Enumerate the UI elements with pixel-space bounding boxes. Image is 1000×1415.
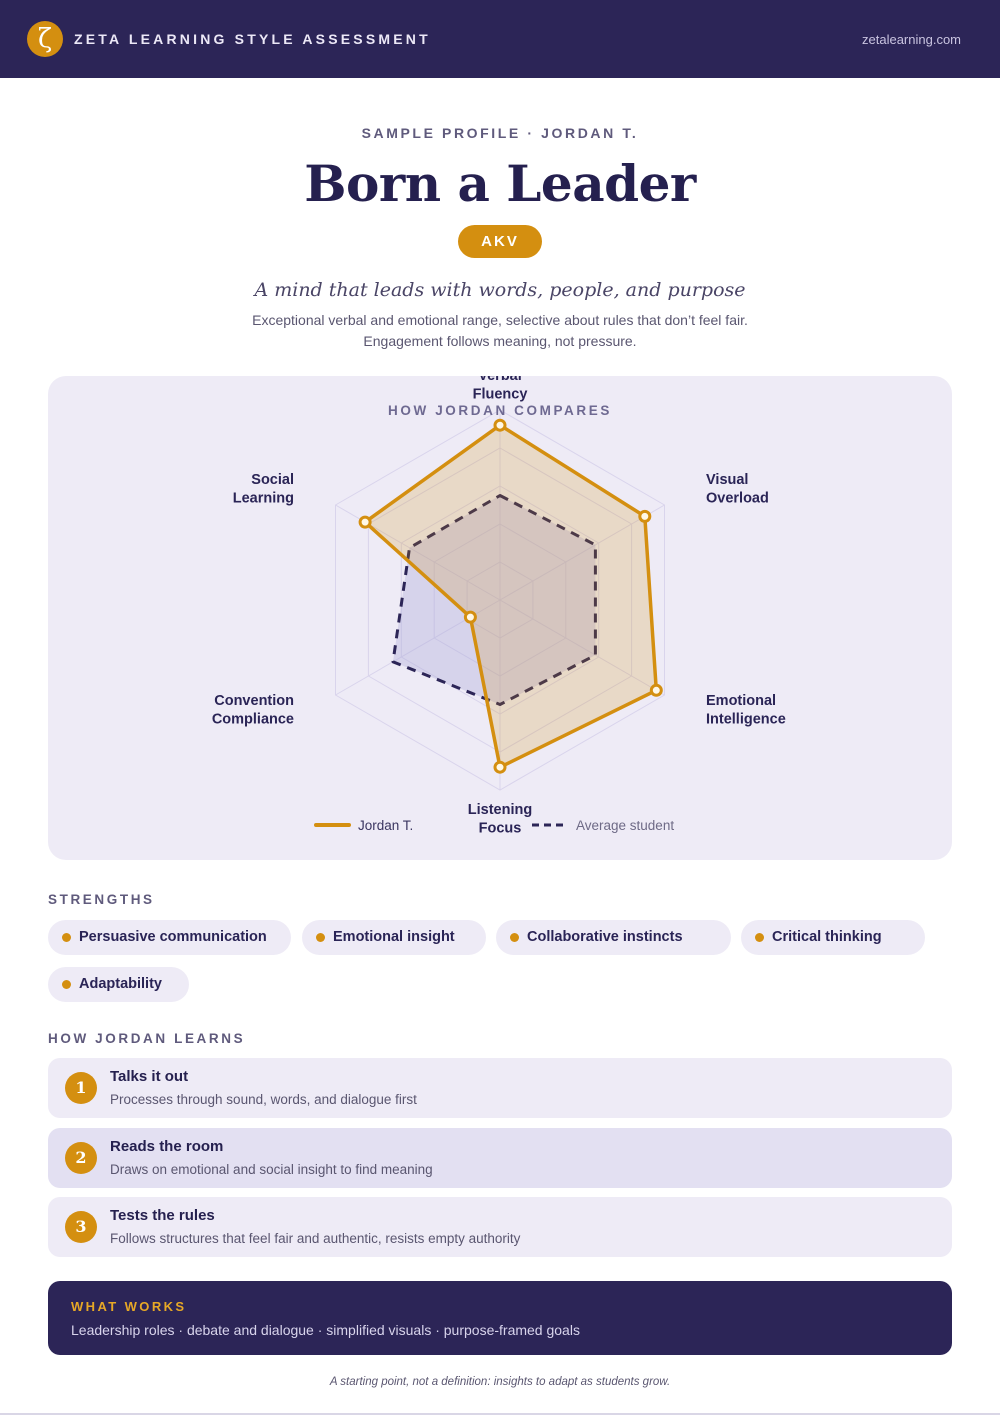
- radar-data-point: [493, 418, 507, 432]
- strength-label: Persuasive communication: [79, 929, 267, 945]
- bullet-dot-icon: [755, 933, 764, 942]
- radar-data-point: [358, 515, 372, 529]
- profile-eyebrow: SAMPLE PROFILE · JORDAN T.: [361, 125, 639, 141]
- radar-series-line: [391, 494, 597, 706]
- learning-item: 1 Talks it out Processes through sound, …: [48, 1058, 952, 1118]
- step-number-badge: 2: [65, 1142, 97, 1174]
- chart-title: HOW JORDAN COMPARES: [388, 403, 612, 418]
- radar-axis-label: Verbal Fluency: [473, 376, 528, 403]
- strength-label: Collaborative instincts: [527, 929, 683, 945]
- step-number-badge: 3: [65, 1211, 97, 1243]
- strengths-heading: STRENGTHS: [48, 892, 155, 907]
- radar-data-point: [638, 509, 652, 523]
- profile-code-badge: AKV: [458, 225, 542, 258]
- radar-axis-label: Social Learning: [233, 472, 294, 507]
- radar-axis-label: Emotional Intelligence: [706, 693, 786, 728]
- radar-axis-label: Listening Focus: [468, 802, 532, 837]
- profile-tagline: A mind that leads with words, people, an…: [254, 279, 746, 301]
- what-works-panel: WHAT WORKS Leadership roles · debate and…: [48, 1281, 952, 1355]
- strength-chip: Collaborative instincts: [496, 920, 731, 955]
- strength-chip: Critical thinking: [741, 920, 925, 955]
- footer-note: A starting point, not a definition: insi…: [329, 1376, 671, 1388]
- bullet-dot-icon: [62, 980, 71, 989]
- radar-spoke: [499, 599, 665, 696]
- learning-item-title: Reads the room: [110, 1138, 224, 1155]
- top-header: ζ ZETA LEARNING STYLE ASSESSMENT zetalea…: [0, 0, 1000, 78]
- profile-description-line2: Engagement follows meaning, not pressure…: [363, 333, 637, 349]
- strength-label: Adaptability: [79, 976, 162, 992]
- radar-data-point: [649, 683, 663, 697]
- zeta-logo-icon: ζ: [27, 21, 63, 57]
- learning-item-subtitle: Draws on emotional and social insight to…: [110, 1162, 433, 1177]
- learning-item-subtitle: Follows structures that feel fair and au…: [110, 1231, 521, 1246]
- radar-axis-label: Visual Overload: [706, 472, 769, 507]
- strength-label: Critical thinking: [772, 929, 882, 945]
- strength-label: Emotional insight: [333, 929, 455, 945]
- step-number-badge: 1: [65, 1072, 97, 1104]
- legend-label: Average student: [576, 818, 674, 833]
- radar-series-area: [393, 495, 596, 705]
- what-works-body: Leadership roles · debate and dialogue ·…: [71, 1322, 580, 1338]
- radar-data-point: [493, 760, 507, 774]
- radar-data-point: [463, 610, 477, 624]
- radar-series-area: [365, 425, 657, 768]
- learning-item-subtitle: Processes through sound, words, and dial…: [110, 1092, 417, 1107]
- radar-axis-label: Convention Compliance: [212, 693, 294, 728]
- learning-item: 3 Tests the rules Follows structures tha…: [48, 1197, 952, 1257]
- strength-chip: Persuasive communication: [48, 920, 291, 955]
- bottom-divider: [0, 1413, 1000, 1415]
- strength-chip: Emotional insight: [302, 920, 486, 955]
- strength-chip: Adaptability: [48, 967, 189, 1002]
- learning-item-title: Talks it out: [110, 1068, 189, 1085]
- what-works-heading: WHAT WORKS: [71, 1299, 187, 1314]
- brand-title: ZETA LEARNING STYLE ASSESSMENT: [74, 31, 431, 47]
- page-title: Born a Leader: [304, 154, 696, 213]
- radar-spoke: [499, 504, 665, 601]
- learning-item-title: Tests the rules: [110, 1207, 215, 1224]
- profile-description-line1: Exceptional verbal and emotional range, …: [252, 312, 748, 328]
- bullet-dot-icon: [316, 933, 325, 942]
- learning-heading: HOW JORDAN LEARNS: [48, 1031, 246, 1046]
- radar-chart-card: HOW JORDAN COMPARES Verbal Fluency Visual Ov…: [48, 376, 952, 860]
- bullet-dot-icon: [62, 933, 71, 942]
- learning-item: 2 Reads the room Draws on emotional and …: [48, 1128, 952, 1188]
- legend-label: Jordan T.: [358, 818, 413, 833]
- bullet-dot-icon: [510, 933, 519, 942]
- site-link[interactable]: zetalearning.com: [862, 32, 961, 47]
